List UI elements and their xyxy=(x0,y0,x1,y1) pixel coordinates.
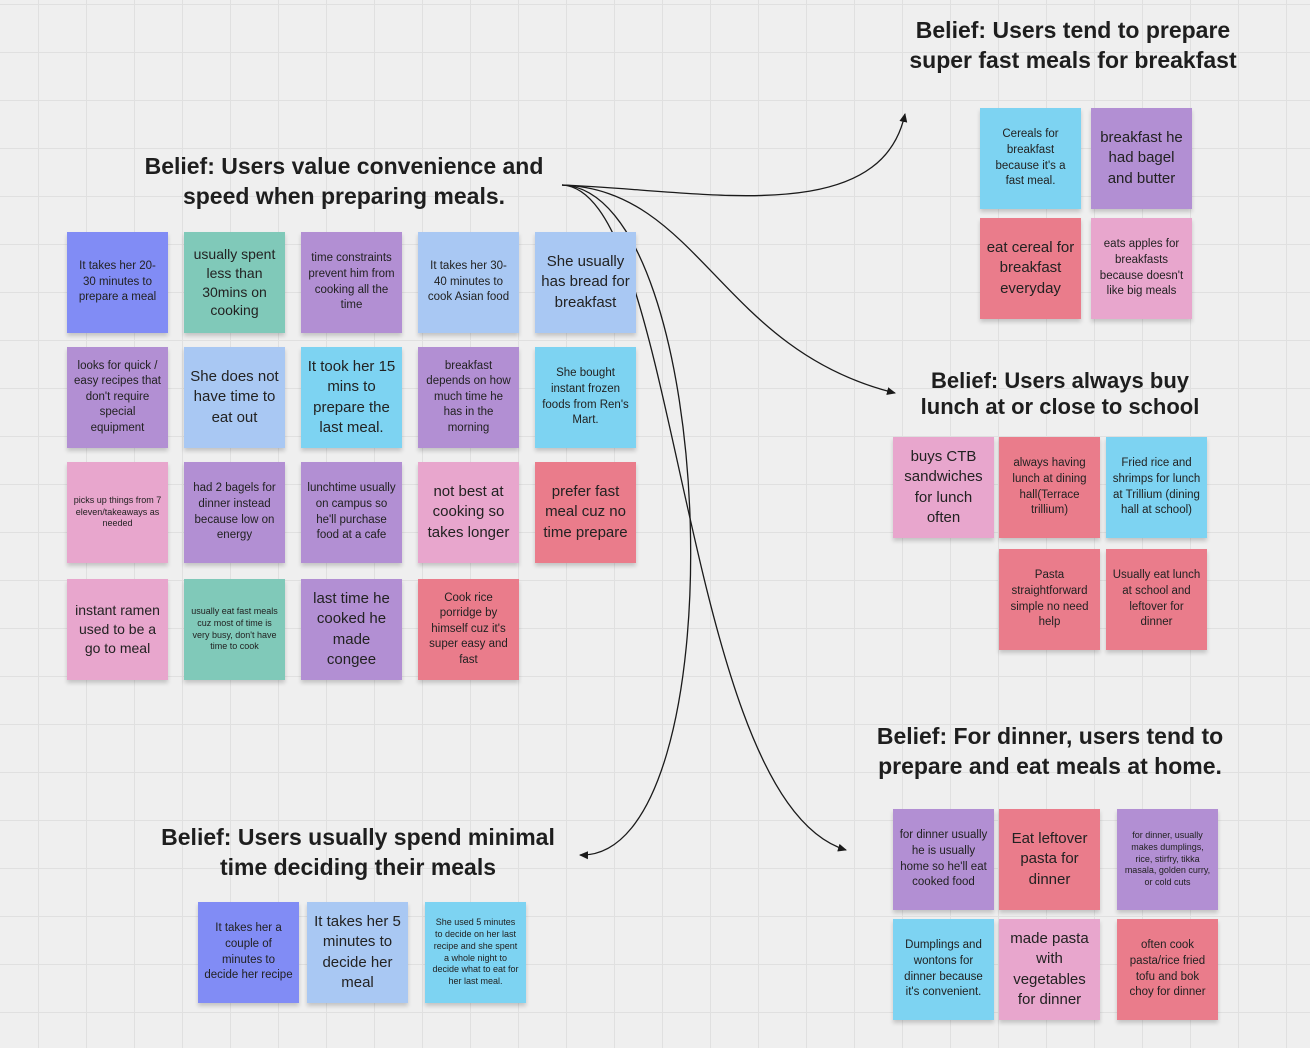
sticky-note[interactable]: buys CTB sandwiches for lunch often xyxy=(893,437,994,538)
heading-line: speed when preparing meals. xyxy=(182,182,506,209)
heading-line: Belief: Users tend to prepare xyxy=(915,17,1231,43)
heading-line: Belief: Users value convenience and xyxy=(144,153,544,179)
heading-line: Belief: Users always buy xyxy=(930,368,1189,393)
heading-line: prepare and eat meals at home. xyxy=(878,752,1222,779)
sticky-note[interactable]: for dinner, usually makes dumplings, ric… xyxy=(1117,809,1218,910)
heading-deciding: Belief: Users usually spend minimal time… xyxy=(128,823,588,883)
arrow-to-lunch xyxy=(561,184,896,395)
sticky-note[interactable]: lunchtime usually on campus so he'll pur… xyxy=(301,462,402,563)
heading-line: super fast meals for breakfast xyxy=(909,46,1237,73)
sticky-note[interactable]: not best at cooking so takes longer xyxy=(418,462,519,563)
sticky-note[interactable]: breakfast depends on how much time he ha… xyxy=(418,347,519,448)
heading-line: Belief: For dinner, users tend to xyxy=(876,723,1224,749)
sticky-note[interactable]: had 2 bagels for dinner instead because … xyxy=(184,462,285,563)
sticky-note[interactable]: prefer fast meal cuz no time prepare xyxy=(535,462,636,563)
sticky-note[interactable]: It takes her 5 minutes to decide her mea… xyxy=(307,902,408,1003)
heading-dinner: Belief: For dinner, users tend to prepar… xyxy=(835,722,1265,782)
heading-lunch: Belief: Users always buy lunch at or clo… xyxy=(880,368,1240,421)
sticky-note[interactable]: time constraints prevent him from cookin… xyxy=(301,232,402,333)
sticky-note[interactable]: Pasta straightforward simple no need hel… xyxy=(999,549,1100,650)
sticky-note[interactable]: Cereals for breakfast because it's a fas… xyxy=(980,108,1081,209)
sticky-note[interactable]: looks for quick / easy recipes that don'… xyxy=(67,347,168,448)
sticky-note[interactable]: usually spent less than 30mins on cookin… xyxy=(184,232,285,333)
sticky-note[interactable]: usually eat fast meals cuz most of time … xyxy=(184,579,285,680)
sticky-note[interactable]: always having lunch at dining hall(Terra… xyxy=(999,437,1100,538)
sticky-note[interactable]: breakfast he had bagel and butter xyxy=(1091,108,1192,209)
heading-line: lunch at or close to school xyxy=(920,394,1200,420)
sticky-note[interactable]: for dinner usually he is usually home so… xyxy=(893,809,994,910)
arrow-to-deciding xyxy=(561,184,692,860)
sticky-note[interactable]: Dumplings and wontons for dinner because… xyxy=(893,919,994,1020)
sticky-note[interactable]: Eat leftover pasta for dinner xyxy=(999,809,1100,910)
arrow-to-breakfast xyxy=(561,113,908,197)
sticky-note[interactable]: often cook pasta/rice fried tofu and bok… xyxy=(1117,919,1218,1020)
sticky-note[interactable]: Fried rice and shrimps for lunch at Tril… xyxy=(1106,437,1207,538)
heading-line: Belief: Users usually spend minimal xyxy=(161,824,555,850)
sticky-note[interactable]: She does not have time to eat out xyxy=(184,347,285,448)
sticky-note[interactable]: eats apples for breakfasts because doesn… xyxy=(1091,218,1192,319)
arrow-to-dinner xyxy=(561,184,847,852)
sticky-note[interactable]: picks up things from 7 eleven/takeaways … xyxy=(67,462,168,563)
sticky-note[interactable]: It takes her a couple of minutes to deci… xyxy=(198,902,299,1003)
sticky-note[interactable]: instant ramen used to be a go to meal xyxy=(67,579,168,680)
sticky-note[interactable]: She bought instant frozen foods from Ren… xyxy=(535,347,636,448)
heading-convenience: Belief: Users value convenience and spee… xyxy=(114,152,574,212)
heading-breakfast: Belief: Users tend to prepare super fast… xyxy=(863,16,1283,76)
sticky-note[interactable]: It takes her 30-40 minutes to cook Asian… xyxy=(418,232,519,333)
sticky-note[interactable]: It takes her 20-30 minutes to prepare a … xyxy=(67,232,168,333)
sticky-note[interactable]: She used 5 minutes to decide on her last… xyxy=(425,902,526,1003)
sticky-note[interactable]: last time he cooked he made congee xyxy=(301,579,402,680)
sticky-note[interactable]: Usually eat lunch at school and leftover… xyxy=(1106,549,1207,650)
sticky-note[interactable]: She usually has bread for breakfast xyxy=(535,232,636,333)
sticky-note[interactable]: eat cereal for breakfast everyday xyxy=(980,218,1081,319)
heading-line: time deciding their meals xyxy=(219,853,497,880)
sticky-note[interactable]: Cook rice porridge by himself cuz it's s… xyxy=(418,579,519,680)
sticky-note[interactable]: It took her 15 mins to prepare the last … xyxy=(301,347,402,448)
sticky-note[interactable]: made pasta with vegetables for dinner xyxy=(999,919,1100,1020)
